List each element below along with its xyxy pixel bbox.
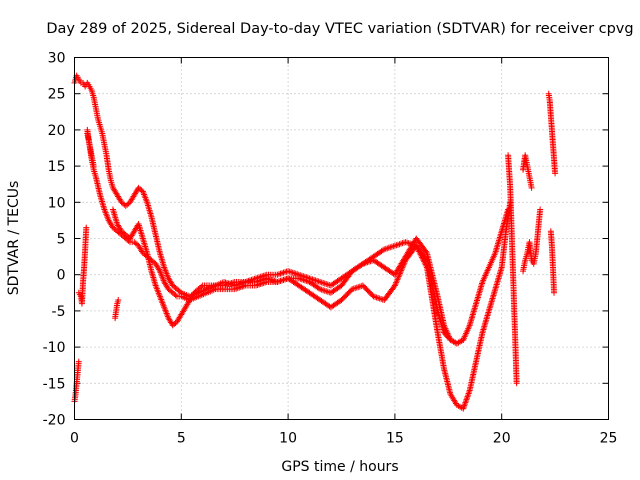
x-tick-label: 0 — [70, 431, 79, 447]
data-point-marker — [358, 261, 365, 268]
series-segment-late-e — [547, 228, 558, 296]
data-point-marker — [176, 288, 183, 295]
data-point-marker — [198, 283, 205, 290]
y-tick-label: 15 — [48, 159, 66, 175]
data-point-marker — [379, 247, 386, 254]
y-tick-label: -5 — [52, 304, 66, 320]
series-segment-late-b — [520, 152, 535, 191]
data-point-marker — [391, 282, 398, 289]
plot-frame — [74, 57, 609, 420]
y-axis-label: SDTVAR / TECUs — [6, 181, 22, 296]
data-point-marker — [413, 244, 420, 251]
y-tick-label: 20 — [48, 123, 66, 139]
data-point-marker — [420, 257, 427, 264]
series-segment-late-c — [520, 206, 544, 275]
y-tick-label: 5 — [57, 232, 66, 248]
data-point-marker — [395, 273, 402, 280]
data-point-marker — [394, 276, 401, 283]
data-point-marker — [172, 292, 179, 299]
y-tick-label: 0 — [57, 268, 66, 284]
series-segment-late-a — [505, 152, 520, 387]
data-point-marker — [421, 258, 428, 265]
axis-ticks: 0 5 10 15 20 25 -20 -15 -10 -5 0 5 10 15 20 25 30 — [43, 51, 618, 447]
data-point-marker — [416, 248, 423, 255]
data-point-marker — [83, 224, 90, 231]
y-tick-label: 30 — [48, 51, 66, 67]
data-point-marker — [392, 281, 399, 288]
data-point-marker — [393, 279, 400, 286]
data-point-marker — [537, 206, 544, 213]
x-tick-label: 20 — [493, 431, 511, 447]
data-point-marker — [551, 289, 558, 296]
series-track-2 — [84, 126, 514, 412]
y-tick-label: -20 — [43, 413, 66, 429]
data-point-marker — [90, 163, 97, 170]
y-tick-label: -10 — [43, 340, 66, 356]
data-point-marker — [395, 275, 402, 282]
data-point-marker — [416, 249, 423, 256]
data-point-marker — [393, 278, 400, 285]
y-tick-label: -15 — [43, 376, 66, 392]
data-point-marker — [414, 245, 421, 252]
data-point-marker — [422, 248, 429, 255]
data-point-marker — [418, 254, 425, 261]
y-tick-label: 10 — [48, 195, 66, 211]
data-marks — [71, 72, 559, 412]
data-point-marker — [75, 358, 82, 365]
series-track-3 — [109, 206, 512, 347]
data-point-marker — [315, 285, 322, 292]
data-point-marker — [156, 266, 163, 273]
data-point-marker — [417, 251, 424, 258]
y-tick-label: 25 — [48, 87, 66, 103]
data-point-marker — [513, 380, 520, 387]
x-axis-label: GPS time / hours — [281, 459, 398, 475]
x-tick-label: 25 — [600, 431, 618, 447]
data-point-marker — [115, 297, 122, 304]
x-tick-label: 15 — [386, 431, 404, 447]
chart-title: Day 289 of 2025, Sidereal Day-to-day VTE… — [46, 21, 633, 37]
data-point-marker — [419, 255, 426, 262]
data-point-marker — [415, 247, 422, 254]
series-segment-late-d — [545, 90, 559, 177]
x-tick-label: 5 — [177, 431, 186, 447]
series-segment-early-c — [112, 297, 122, 322]
series-segment-early-b — [75, 224, 90, 307]
data-point-marker — [418, 252, 425, 259]
series-segment-early-d — [84, 130, 97, 170]
data-point-marker — [528, 184, 535, 191]
x-tick-label: 10 — [279, 431, 297, 447]
data-point-marker — [552, 170, 559, 177]
